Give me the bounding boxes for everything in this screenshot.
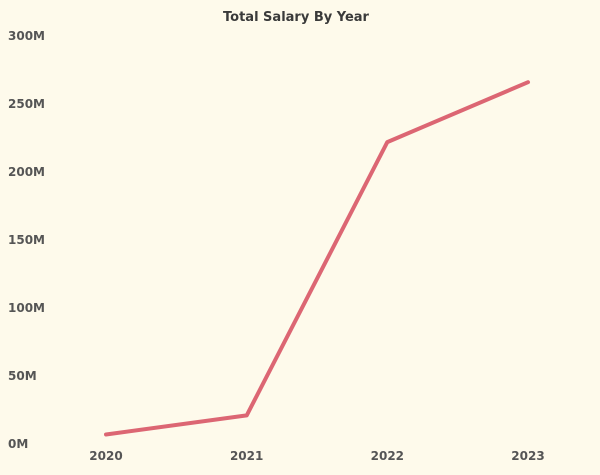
x-tick-label: 2023 xyxy=(511,449,544,463)
y-tick-label: 200M xyxy=(8,165,45,179)
y-tick-label: 150M xyxy=(8,233,45,247)
y-tick-label: 300M xyxy=(8,29,45,43)
x-tick-label: 2020 xyxy=(89,449,122,463)
y-axis-tick-labels: 0M 50M 100M 150M 200M 250M 300M xyxy=(8,29,45,451)
x-axis-tick-labels: 2020 2021 2022 2023 xyxy=(89,449,544,463)
data-point[interactable] xyxy=(522,76,534,88)
y-tick-label: 100M xyxy=(8,301,45,315)
chart-title: Total Salary By Year xyxy=(223,10,370,25)
y-tick-label: 250M xyxy=(8,97,45,111)
y-tick-label: 50M xyxy=(8,369,37,383)
data-point[interactable] xyxy=(100,428,112,440)
x-tick-label: 2022 xyxy=(371,449,404,463)
data-point[interactable] xyxy=(381,136,393,148)
x-tick-label: 2021 xyxy=(230,449,263,463)
y-tick-label: 0M xyxy=(8,437,28,451)
series-layer xyxy=(100,76,534,440)
data-point[interactable] xyxy=(241,409,253,421)
series-line xyxy=(104,80,530,437)
